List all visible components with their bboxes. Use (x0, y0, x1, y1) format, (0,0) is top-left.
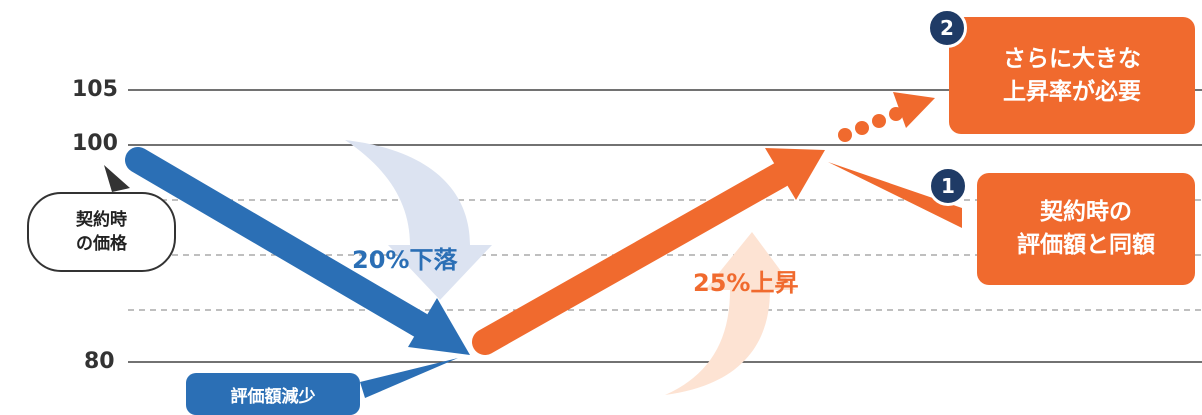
drop-label: 20%下落 (352, 246, 458, 274)
decrease-tag-pointer (360, 358, 458, 398)
callout-1-pointer (828, 162, 962, 228)
tick-label-100: 100 (72, 131, 118, 156)
callout-2-badge: 2 (927, 8, 967, 48)
tick-label-80: 80 (84, 349, 115, 374)
callout-1-line2: 評価額と同額 (1017, 232, 1155, 258)
rise-arrow (472, 148, 825, 355)
callout-2: さらに大きな 上昇率が必要 (949, 17, 1195, 134)
tick-label-105: 105 (72, 77, 118, 102)
callout-2-line2: 上昇率が必要 (1003, 78, 1141, 105)
callout-2-line1: さらに大きな (1003, 45, 1141, 72)
drop-curved-arrow (345, 140, 492, 300)
start-price-bubble: 契約時 の価格 (27, 192, 176, 272)
rise-curved-arrow (665, 232, 795, 395)
rise-label: 25%上昇 (693, 269, 799, 297)
decrease-tag: 評価額減少 (186, 373, 360, 415)
callout-1: 契約時の 評価額と同額 (977, 173, 1195, 285)
start-bubble-pointer (104, 165, 130, 192)
callout-1-badge: 1 (928, 166, 968, 206)
callout-1-line1: 契約時の (1040, 199, 1132, 225)
start-bubble-line1: 契約時 (76, 210, 127, 230)
start-bubble-line2: の価格 (76, 234, 127, 254)
dotted-continuation (838, 92, 935, 142)
decline-arrow (125, 147, 470, 355)
